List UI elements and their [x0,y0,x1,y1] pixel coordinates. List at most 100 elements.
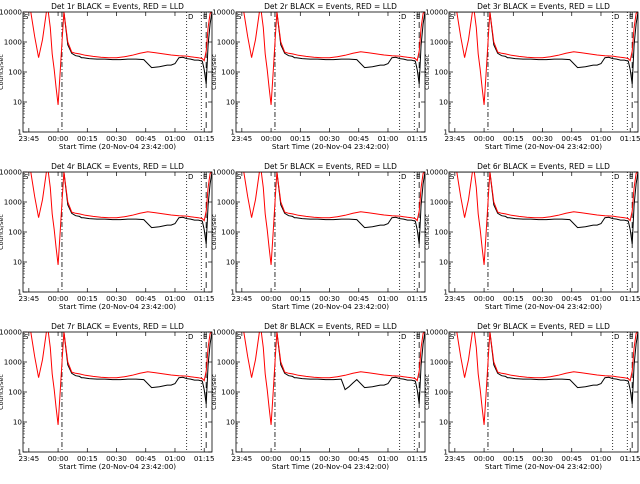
y-tick-label: 10 [226,258,236,267]
detector-panel: Det 7r BLACK = Events, RED = LLD 1 10 100 10… [0,322,215,471]
x-tick-label: 01:15 [620,134,640,143]
plot-frame [22,171,213,293]
marker-e: E [629,173,633,181]
detector-panel: Det 9r BLACK = Events, RED = LLD 1 10 100 10… [423,322,640,471]
x-tick-label: 01:15 [194,454,215,463]
marker-s: S [237,13,242,21]
x-axis-label: Start Time (20-Nov-04 23:42:00) [485,302,602,311]
plot-frame [235,11,426,133]
marker-lines [274,172,420,292]
x-tick-label: 00:15 [290,294,311,303]
x-tick-label: 01:15 [407,134,428,143]
series-group [236,332,425,425]
detector-panel: Det 1r BLACK = Events, RED = LLD 1 10 100 10… [0,2,215,151]
plot-frame [235,331,426,453]
y-tick-label: 10 [13,98,23,107]
y-tick-label: 1 [443,288,448,297]
x-tick-label: 00:45 [135,294,156,303]
marker-e: E [416,173,420,181]
y-axis-label: Counts/sec [423,214,431,250]
y-tick-label: 10 [439,98,449,107]
marker-d: D [614,173,619,181]
x-tick-label: 00:15 [77,134,98,143]
x-tick-label: 23:45 [444,294,465,303]
x-tick-label: 23:45 [18,454,39,463]
lld-series-line [449,332,638,425]
y-tick-label: 1 [17,128,22,137]
x-tick-label: 01:00 [591,294,612,303]
panel-title: Det 8r BLACK = Events, RED = LLD [264,322,397,331]
y-tick-label: 1000 [4,198,23,207]
y-tick-label: 1 [17,288,22,297]
x-tick-label: 00:00 [261,454,282,463]
y-axis-label: Counts/sec [210,374,218,410]
x-tick-label: 01:00 [378,454,399,463]
lld-series-line [449,172,638,265]
x-tick-label: 23:45 [444,454,465,463]
marker-s: S [237,173,242,181]
x-axis-label: Start Time (20-Nov-04 23:42:00) [59,302,176,311]
x-tick-label: 00:15 [290,454,311,463]
y-tick-label: 10000 [0,328,22,337]
detector-panel: Det 8r BLACK = Events, RED = LLD 1 10 100 10… [210,322,428,471]
series-group [449,12,638,105]
marker-lines [274,12,420,132]
x-tick-label: 00:00 [48,454,69,463]
y-tick-label: 100 [221,228,235,237]
x-tick-label: 01:00 [591,134,612,143]
marker-s: S [237,333,242,341]
lld-series-line [23,12,212,105]
x-tick-label: 00:30 [532,294,553,303]
x-tick-label: 00:30 [532,134,553,143]
y-tick-label: 100 [8,228,22,237]
marker-e: E [416,333,420,341]
marker-s: S [24,13,29,21]
marker-lines [487,12,633,132]
y-tick-label: 10 [226,98,236,107]
events-series-line [23,12,212,84]
x-tick-label: 00:30 [319,134,340,143]
y-tick-label: 1000 [4,38,23,47]
detector-panel: Det 5r BLACK = Events, RED = LLD 1 10 100 10… [210,162,428,311]
panel-title: Det 1r BLACK = Events, RED = LLD [51,2,184,11]
panel-title: Det 7r BLACK = Events, RED = LLD [51,322,184,331]
x-axis-label: Start Time (20-Nov-04 23:42:00) [485,142,602,151]
y-tick-label: 10000 [212,328,235,337]
plot-frame [448,331,639,453]
panel-title: Det 6r BLACK = Events, RED = LLD [477,162,610,171]
y-tick-label: 1000 [430,38,449,47]
y-tick-label: 10 [226,418,236,427]
x-tick-label: 23:45 [231,454,252,463]
y-tick-label: 1000 [217,38,236,47]
lld-series-line [236,12,425,105]
x-tick-label: 01:15 [194,134,215,143]
x-tick-label: 00:45 [135,454,156,463]
series-group [23,332,212,425]
x-tick-label: 01:15 [407,454,428,463]
plot-frame [22,11,213,133]
y-tick-label: 100 [8,68,22,77]
x-tick-label: 01:15 [620,294,640,303]
y-tick-label: 10000 [0,8,22,17]
x-tick-label: 00:00 [48,294,69,303]
panel-title: Det 5r BLACK = Events, RED = LLD [264,162,397,171]
detector-panel: Det 3r BLACK = Events, RED = LLD 1 10 100 10… [423,2,640,151]
x-tick-label: 01:15 [194,294,215,303]
y-tick-label: 1000 [217,198,236,207]
y-tick-label: 1 [443,448,448,457]
y-tick-label: 1 [230,128,235,137]
y-tick-label: 10000 [425,168,448,177]
x-axis-label: Start Time (20-Nov-04 23:42:00) [272,302,389,311]
marker-s: S [450,333,455,341]
y-tick-label: 100 [434,228,448,237]
x-tick-label: 01:00 [378,294,399,303]
events-series-line [23,172,212,244]
events-series-line [449,172,638,244]
series-group [449,172,638,265]
x-tick-label: 00:30 [106,294,127,303]
y-axis-label: Counts/sec [423,374,431,410]
y-tick-label: 10000 [0,168,22,177]
x-tick-label: 00:15 [77,454,98,463]
x-tick-label: 23:45 [231,294,252,303]
